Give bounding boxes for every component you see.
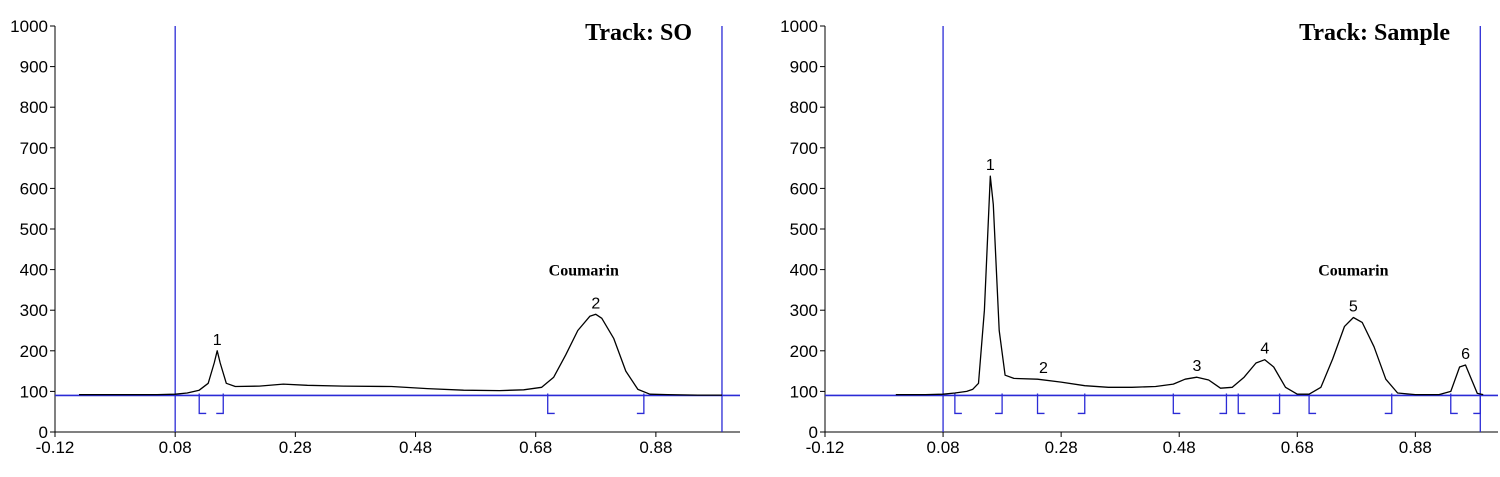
y-tick-label: 800 <box>20 98 48 117</box>
integration-mark <box>1172 393 1181 415</box>
y-tick-label: 800 <box>790 98 818 117</box>
y-tick-label: 500 <box>790 220 818 239</box>
x-tick-label: 0.08 <box>927 438 960 457</box>
y-tick-label: 900 <box>20 58 48 77</box>
x-tick-label: 0.88 <box>1399 438 1432 457</box>
integration-mark <box>1036 393 1045 415</box>
x-tick-label: 0.68 <box>1281 438 1314 457</box>
integration-mark <box>1077 393 1086 415</box>
chart-so: 0 100 200 300 400 500 600 700 800 900 1000 -0.12 0.0… <box>10 17 740 457</box>
y-tick-label: 400 <box>790 261 818 280</box>
x-tick-label: 0.48 <box>399 438 432 457</box>
y-tick-label: 1000 <box>10 17 48 36</box>
peak-label: 1 <box>986 157 995 174</box>
integration-mark <box>216 393 224 415</box>
y-tick-label: 200 <box>20 342 48 361</box>
x-tick-label: 0.48 <box>1163 438 1196 457</box>
x-tick-label: 0.28 <box>279 438 312 457</box>
peak-label: 2 <box>1039 360 1048 377</box>
integration-mark <box>198 393 207 415</box>
integration-mark <box>1450 393 1458 415</box>
peak-label: 3 <box>1192 358 1201 375</box>
y-tick-label: 0 <box>39 423 48 442</box>
annotation-coumarin: Coumarin <box>1318 263 1388 280</box>
integration-mark <box>954 393 962 415</box>
chart-title: Track: Sample <box>1299 20 1450 46</box>
series-line <box>79 313 722 396</box>
integration-mark <box>1219 393 1228 415</box>
integration-mark <box>1473 393 1481 415</box>
annotation-coumarin: Coumarin <box>549 263 619 280</box>
x-tick-label: -0.12 <box>806 438 845 457</box>
chart-title: Track: SO <box>585 20 692 46</box>
y-tick-label: 700 <box>20 139 48 158</box>
peak-label: 5 <box>1349 299 1358 316</box>
x-tick-label: -0.12 <box>36 438 75 457</box>
y-tick-label: 500 <box>20 220 48 239</box>
y-tick-label: 700 <box>790 139 818 158</box>
x-tick-label: 0.28 <box>1045 438 1078 457</box>
integration-mark <box>995 393 1003 415</box>
chart-sample: 0 100 200 300 400 500 600 700 800 900 1000 -0.12 0.0… <box>780 17 1498 457</box>
integration-mark <box>1272 393 1281 415</box>
integration-mark <box>547 393 555 415</box>
y-tick-label: 0 <box>809 423 818 442</box>
integration-mark <box>1384 393 1393 415</box>
y-tick-label: 1000 <box>780 17 818 36</box>
y-tick-label: 900 <box>790 58 818 77</box>
peak-label: 1 <box>213 332 222 349</box>
peak-label: 2 <box>591 295 600 312</box>
y-tick-label: 300 <box>20 301 48 320</box>
y-tick-label: 600 <box>20 179 48 198</box>
series-line <box>895 175 1484 396</box>
y-tick-label: 200 <box>790 342 818 361</box>
y-tick-label: 300 <box>790 301 818 320</box>
integration-mark <box>1308 393 1317 415</box>
peak-label: 6 <box>1461 346 1470 363</box>
y-tick-label: 100 <box>790 382 818 401</box>
x-tick-label: 0.88 <box>639 438 672 457</box>
y-tick-label: 400 <box>20 261 48 280</box>
y-tick-label: 100 <box>20 382 48 401</box>
x-tick-label: 0.08 <box>159 438 192 457</box>
integration-mark <box>636 393 645 415</box>
integration-mark <box>1237 393 1246 415</box>
y-tick-label: 600 <box>790 179 818 198</box>
peak-label: 4 <box>1260 341 1269 358</box>
x-tick-label: 0.68 <box>519 438 552 457</box>
